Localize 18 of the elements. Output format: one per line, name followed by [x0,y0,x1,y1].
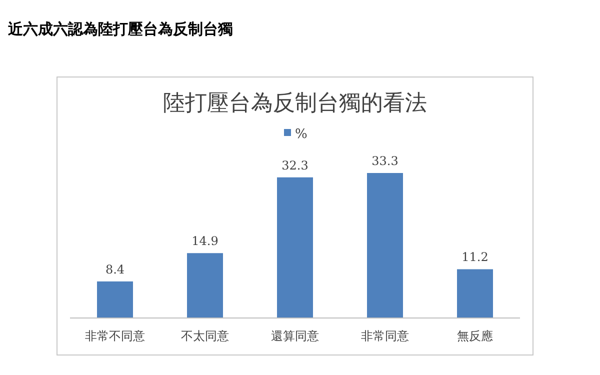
bar [97,281,133,318]
legend-label: % [295,127,308,142]
bar [187,253,223,318]
data-label: 14.9 [192,234,218,248]
data-label: 8.4 [105,262,125,276]
x-tick-label: 不太同意 [181,329,229,343]
data-label: 32.3 [282,158,308,172]
text: 近六成六認為陸打壓台為反制台獨 [7,20,233,38]
bar [457,269,493,318]
chart-title: 陸打壓台為反制台獨的看法 [163,91,427,116]
x-tick-label: 無反應 [457,329,493,343]
x-tick-label: 非常同意 [361,329,409,343]
data-label: 33.3 [372,154,398,168]
x-tick-label: 還算同意 [271,329,319,343]
bar [367,173,403,318]
bar [277,177,313,318]
x-tick-label: 非常不同意 [85,329,145,343]
data-label: 11.2 [462,250,488,264]
